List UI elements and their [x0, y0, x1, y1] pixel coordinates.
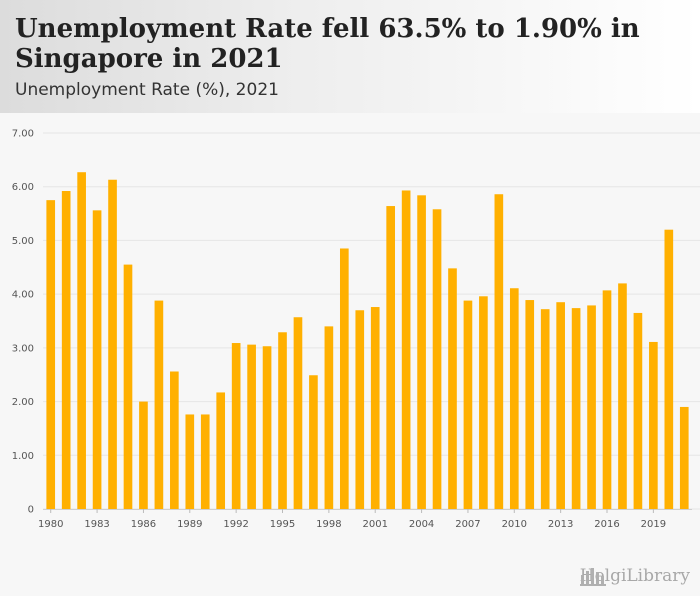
bar	[216, 392, 226, 509]
bar	[649, 341, 658, 509]
y-tick-label: 1.00	[12, 451, 34, 462]
bar	[401, 190, 411, 509]
x-tick-label: 2007	[455, 519, 480, 530]
bar	[247, 344, 256, 509]
x-tick-label: 1995	[270, 519, 295, 530]
x-tick-label: 2013	[548, 519, 573, 530]
x-tick-label: 1992	[223, 519, 248, 530]
x-tick-label: 2001	[362, 519, 387, 530]
bar	[525, 300, 535, 509]
logo-text: HelgiLibrary	[579, 566, 690, 586]
header: Unemployment Rate fell 63.5% to 1.90% in…	[0, 0, 700, 113]
bar	[154, 300, 164, 509]
x-tick-label: 2004	[409, 519, 434, 530]
bar	[231, 343, 241, 509]
bar	[540, 309, 550, 509]
bar	[46, 200, 56, 509]
chart-subtitle: Unemployment Rate (%), 2021	[15, 80, 279, 100]
bar	[123, 264, 133, 509]
y-tick-label: 5.00	[12, 236, 34, 247]
bar	[324, 326, 334, 509]
bar	[108, 179, 117, 509]
bar	[262, 346, 272, 509]
bar	[463, 300, 473, 509]
bar	[92, 210, 102, 509]
y-tick-label: 2.00	[12, 397, 34, 408]
y-tick-label: 4.00	[12, 290, 34, 301]
bar	[370, 307, 380, 509]
bar	[293, 317, 303, 509]
x-tick-label: 1989	[177, 519, 202, 530]
bar	[448, 268, 457, 509]
bar	[139, 401, 148, 509]
x-tick-label: 1983	[84, 519, 109, 530]
x-tick-label: 2019	[641, 519, 666, 530]
bar	[618, 283, 627, 509]
bar-chart: 0 1.00 2.00 3.00 4.00 5.00 6.00 7.00 1980 1983 198…	[12, 129, 700, 530]
bar	[278, 332, 287, 509]
bar	[602, 290, 612, 509]
y-tick-label: 7.00	[12, 129, 34, 140]
bar	[664, 229, 674, 509]
bar	[170, 371, 179, 509]
bar	[509, 288, 519, 509]
y-tick-label: 0	[28, 505, 34, 516]
chart-area: 0 1.00 2.00 3.00 4.00 5.00 6.00 7.00 1980 1983 198…	[0, 113, 700, 596]
chart-title: Unemployment Rate fell 63.5% to 1.90% in…	[15, 14, 640, 74]
bar	[339, 248, 349, 509]
bar	[386, 206, 396, 509]
bar	[633, 312, 643, 509]
bar	[309, 375, 318, 509]
helgilibrary-logo[interactable]: HelgiLibrary	[579, 566, 690, 586]
x-tick-label: 1986	[131, 519, 156, 530]
x-tick-label: 1998	[316, 519, 341, 530]
y-tick-label: 3.00	[12, 343, 34, 354]
bar	[185, 414, 195, 509]
library-icon	[579, 568, 606, 586]
bar	[571, 308, 581, 509]
y-tick-label: 6.00	[12, 182, 34, 193]
bar	[432, 209, 442, 509]
bar	[587, 305, 596, 509]
bar	[556, 302, 565, 509]
x-tick-label: 1980	[38, 519, 63, 530]
x-tick-label: 2010	[502, 519, 527, 530]
bar	[417, 195, 426, 509]
bar	[479, 296, 488, 509]
bar	[61, 191, 71, 510]
bar	[679, 406, 689, 509]
bar	[355, 310, 365, 509]
x-tick-label: 2016	[594, 519, 619, 530]
bar	[494, 194, 504, 509]
bar	[77, 172, 86, 509]
bar	[200, 414, 210, 509]
